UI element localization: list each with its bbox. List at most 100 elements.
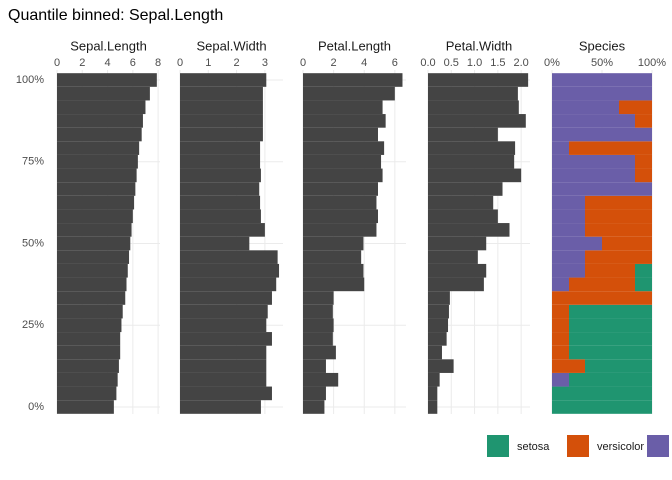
bar (57, 182, 136, 196)
bar (428, 304, 449, 319)
bar (428, 209, 498, 224)
bar (180, 291, 272, 305)
bar (303, 223, 377, 237)
bar-segment (602, 236, 652, 251)
bar (180, 209, 261, 224)
bar (303, 209, 378, 224)
bar (180, 263, 280, 278)
bar (303, 154, 382, 169)
bar (180, 73, 267, 87)
bar (428, 154, 515, 169)
bar-segment (552, 73, 652, 87)
chart-title: Quantile binned: Sepal.Length (8, 7, 223, 24)
bar (57, 127, 142, 142)
bar-segment (552, 345, 569, 360)
bar-segment (635, 263, 652, 278)
bar (180, 400, 261, 414)
bar (428, 86, 518, 101)
bar (57, 318, 122, 333)
bar (303, 168, 383, 183)
bar (428, 277, 484, 292)
bar-segment (585, 359, 652, 373)
x-tick-label: 0 (54, 57, 60, 69)
bar-segment (635, 114, 652, 128)
y-tick-label: 0% (28, 401, 44, 413)
x-tick-label: 0.5 (444, 57, 459, 69)
bar (57, 332, 121, 346)
bar (428, 127, 498, 142)
bar (180, 318, 267, 333)
bar (303, 372, 339, 387)
bar-segment (552, 304, 569, 319)
bar (57, 236, 131, 251)
bar (303, 114, 386, 128)
bar (57, 250, 130, 264)
x-tick-label: 0 (300, 57, 306, 69)
x-tick-label: 6 (130, 57, 136, 69)
bar-segment (569, 318, 652, 333)
bar (180, 154, 261, 169)
bar-segment (552, 263, 585, 278)
legend-swatch (567, 435, 589, 457)
x-tick-label: 0.0 (420, 57, 435, 69)
bar (180, 236, 250, 251)
bar (303, 263, 364, 278)
bar (57, 400, 114, 414)
bar (428, 345, 442, 360)
bar (180, 304, 268, 319)
bar (428, 400, 438, 414)
legend-label: versicolor (597, 441, 644, 453)
bar (57, 372, 118, 387)
bar (428, 73, 529, 87)
bar-segment (552, 236, 602, 251)
bar-segment (635, 154, 652, 169)
bar (57, 223, 132, 237)
bar (180, 386, 272, 401)
bar-segment (552, 141, 569, 155)
bar-segment (552, 250, 585, 264)
y-tick-label: 75% (22, 156, 44, 168)
bar (428, 250, 478, 264)
bar (57, 386, 117, 401)
bar (57, 168, 137, 183)
bar (57, 114, 143, 128)
legend-swatch (487, 435, 509, 457)
x-tick-label: 1 (205, 57, 211, 69)
y-tick-label: 50% (22, 237, 44, 249)
bar (428, 318, 449, 333)
bar (180, 359, 267, 373)
bar (428, 359, 454, 373)
y-tick-label: 25% (22, 319, 44, 331)
bar (57, 263, 128, 278)
bar-segment (552, 277, 569, 292)
facet-title: Petal.Width (446, 38, 512, 53)
bar (428, 182, 503, 196)
bar-segment (552, 332, 569, 346)
bar-segment (585, 263, 635, 278)
bar (180, 277, 277, 292)
bar (428, 168, 522, 183)
bar (180, 345, 267, 360)
bar (303, 195, 377, 210)
x-tick-label: 2 (234, 57, 240, 69)
bar (303, 359, 326, 373)
bar (303, 141, 385, 155)
bar-segment (569, 304, 652, 319)
bar (57, 86, 150, 101)
facet-title: Species (579, 38, 626, 53)
bar (180, 250, 278, 264)
bar-segment (552, 372, 569, 387)
bar-segment (619, 100, 652, 115)
facet-title: Sepal.Width (196, 38, 266, 53)
facet-title: Petal.Length (318, 38, 391, 53)
bar (180, 182, 260, 196)
x-tick-label: 0 (177, 57, 183, 69)
bar-segment (552, 86, 652, 101)
bar (303, 100, 383, 115)
bar (57, 73, 157, 87)
x-tick-label: 0% (544, 57, 560, 69)
x-tick-label: 8 (155, 57, 161, 69)
bar (428, 332, 447, 346)
bar (57, 100, 146, 115)
